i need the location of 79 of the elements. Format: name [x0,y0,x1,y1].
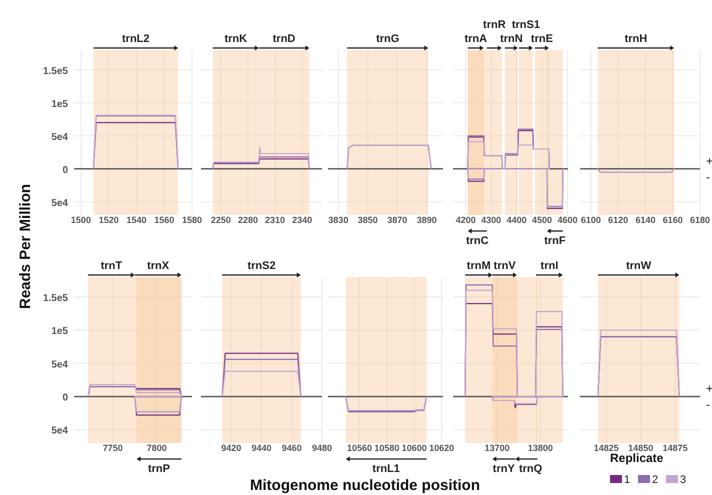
band-label: trnC [466,235,489,247]
band-label: trnI [540,260,558,272]
x-tick-label: 7750 [102,443,123,453]
y-tick-label: 5e4 [51,198,68,209]
y-tick-label: 1e5 [51,98,68,110]
x-tick-label: 14850 [628,443,654,453]
y-tick-label: 0 [62,392,68,404]
x-tick-label: 10620 [429,443,454,453]
band-label: trnW [626,260,652,272]
x-tick-label: 3890 [416,215,437,225]
band-label: trnS1 [512,19,540,31]
band-label: trnM [466,260,491,272]
x-tick-label: 14825 [594,443,619,453]
text: - [706,398,710,412]
band-label: trnN [500,33,523,45]
x-tick-label: 9420 [221,443,242,453]
legend-title: Replicate [610,451,664,465]
x-tick-label: 6120 [608,215,628,225]
x-tick-label: 3850 [358,215,378,225]
x-tick-label: 4300 [481,215,502,225]
x-tick-label: 10580 [374,443,400,453]
band-label: trnR [483,19,506,31]
x-axis-title: Mitogenome nucleotide position [250,477,480,494]
band-label: trnL2 [122,33,150,45]
x-tick-label: 4400 [506,215,527,225]
x-tick-label: 4600 [557,215,578,225]
y-tick-label: 1e5 [51,326,68,338]
x-tick-label: 2250 [210,215,231,225]
legend-label: 3 [680,474,686,486]
y-axis-title: Reads Per Million [17,184,34,310]
band-label: trnG [376,33,400,45]
x-tick-label: 6100 [580,215,601,225]
x-tick-label: 9440 [251,443,272,453]
y-tick-label: 5e4 [51,132,68,143]
x-tick-label: 14875 [662,443,688,453]
band-label: trnX [147,260,170,272]
band-label: trnP [148,463,170,475]
legend-label: 1 [624,474,630,486]
band-label: trnQ [518,463,543,475]
y-tick-label: 0 [62,164,68,176]
x-tick-label: 10600 [402,443,427,453]
band-label: trnD [272,33,296,45]
y-tick-label: 1.5e5 [42,292,68,304]
band-label: trnF [544,235,566,247]
x-tick-label: 10560 [346,443,372,453]
legend-label: 2 [652,474,658,486]
band-label: trnK [224,33,248,45]
x-tick-label: 13800 [528,443,553,453]
x-tick-label: 9460 [282,443,302,453]
band-label: trnS2 [247,260,276,272]
x-tick-label: 2310 [265,215,286,225]
band-label: trnE [530,33,553,45]
band-label: trnY [492,463,516,475]
band-label: trnV [494,260,516,272]
x-tick-label: 1540 [126,215,146,225]
x-tick-label: 4200 [456,215,476,225]
x-tick-label: 13700 [484,443,510,453]
x-tick-label: 3870 [387,215,408,225]
band-label: trnT [100,260,122,272]
x-tick-label: 1580 [182,215,202,225]
y-tick-label: 5e4 [51,359,68,370]
x-tick-label: 6180 [690,215,710,225]
band-label: trnL1 [372,463,400,475]
x-tick-label: 6160 [662,215,683,225]
x-tick-label: 1520 [98,215,119,225]
y-tick-label: 1.5e5 [42,66,68,77]
band-label: trnA [464,33,488,45]
x-tick-label: 2340 [292,215,312,225]
x-tick-label: 1500 [70,215,91,225]
x-tick-label: 9480 [312,443,332,453]
x-tick-label: 2280 [238,215,258,225]
x-tick-label: 4500 [532,215,552,225]
x-tick-label: 6140 [635,215,656,225]
text: - [706,170,710,184]
x-tick-label: 7800 [146,443,167,453]
x-tick-label: 3830 [328,215,348,225]
y-tick-label: 5e4 [51,426,68,437]
band-label: trnH [624,33,648,45]
x-tick-label: 1560 [154,215,174,225]
